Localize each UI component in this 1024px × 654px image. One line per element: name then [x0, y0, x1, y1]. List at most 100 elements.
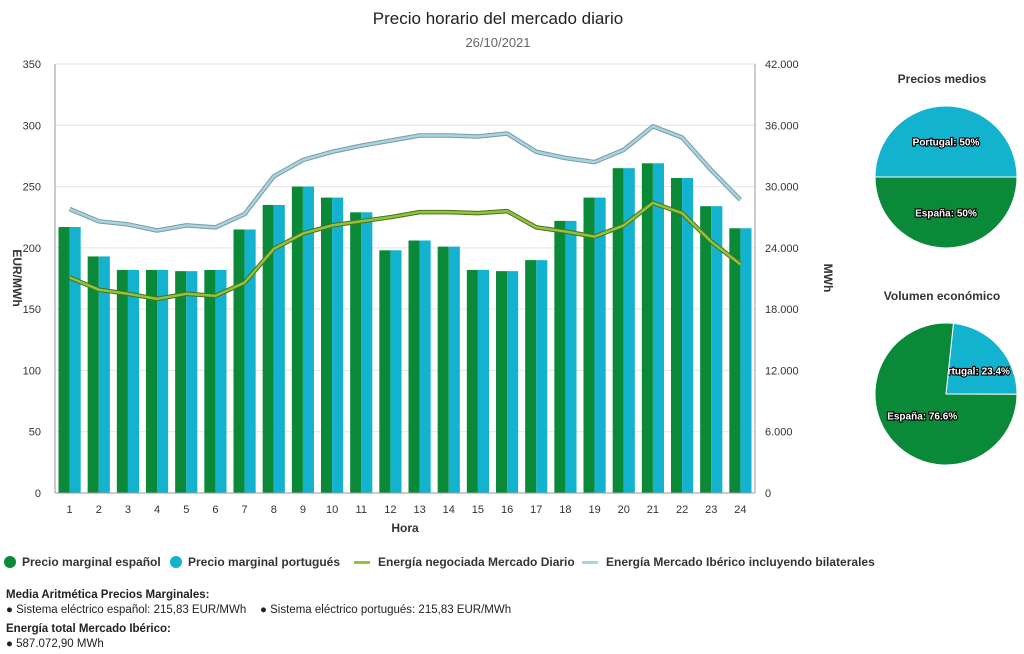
x-tick-label: 7 [242, 504, 248, 516]
chart-subtitle: 26/10/2021 [465, 35, 530, 50]
x-tick-label: 19 [588, 504, 600, 516]
y-tick-label: 50 [29, 427, 41, 439]
x-axis-ticks: 1 2 3 4 5 6 7 8 9 10 11 12 13 14 15 16 17 18 19 20 21 22 23 24 [67, 504, 747, 516]
bar-portugal [98, 256, 110, 493]
x-tick-label: 18 [559, 504, 571, 516]
gridlines [55, 63, 755, 433]
bar-portugal [448, 246, 460, 493]
bar-spain [525, 260, 537, 493]
y-axis-label: EUR/MWh [10, 249, 24, 306]
bar-spain [175, 271, 187, 493]
x-tick-label: 20 [618, 504, 630, 516]
y-tick-label: 150 [23, 304, 41, 316]
x-tick-label: 13 [413, 504, 425, 516]
bar-spain [554, 220, 566, 494]
legend-item-portugal[interactable]: Precio marginal portugués [170, 555, 340, 569]
bar-portugal [623, 168, 635, 493]
right-axis-ticks: 0 6.000 12.000 18.000 24.000 30.000 36.000 42.0… [765, 59, 799, 500]
bar-portugal [361, 212, 373, 493]
bar-spain [612, 168, 624, 493]
series-line-outline [68, 200, 742, 302]
legend-label: Energía negociada Mercado Diario [378, 555, 575, 569]
bar-portugal [536, 260, 548, 493]
pie-chart-precios-medios: Precios medios Portugal: 50% España: 50% [860, 68, 1024, 268]
bar-portugal [740, 228, 752, 493]
chart-title: Precio horario del mercado diario [373, 9, 623, 28]
x-tick-label: 17 [530, 504, 542, 516]
pie-slice [874, 322, 1018, 466]
pie-slice [874, 176, 1018, 249]
x-tick-label: 9 [300, 504, 306, 516]
series-line [69, 201, 742, 301]
x-tick-label: 21 [647, 504, 659, 516]
line-group [68, 124, 743, 302]
legend-item-spain[interactable]: Precio marginal español [4, 555, 161, 569]
bar-portugal [711, 206, 723, 493]
bar-spain [466, 269, 478, 493]
legend-label: Precio marginal portugués [188, 555, 341, 569]
pie-slice [945, 322, 1018, 395]
bar-portugal [332, 197, 344, 494]
pie-label: España: 76.6% [887, 411, 957, 422]
y-tick-label: 300 [23, 120, 41, 132]
x-tick-label: 6 [212, 504, 218, 516]
bar-group [58, 163, 752, 494]
bar-spain [496, 271, 508, 493]
bar-portugal [419, 240, 431, 493]
main-chart: Precio horario del mercado diario 26/10/… [10, 9, 835, 535]
legend-line-icon [582, 560, 598, 564]
bar-spain [641, 163, 653, 494]
x-tick-label: 22 [676, 504, 688, 516]
x-tick-label: 12 [384, 504, 396, 516]
bar-spain [233, 229, 245, 493]
y2-tick-label: 24.000 [765, 243, 799, 255]
legend-line-icon [354, 560, 370, 564]
x-tick-label: 11 [356, 504, 367, 516]
y-tick-label: 350 [23, 59, 41, 71]
bar-spain [204, 269, 216, 493]
legend-label: Precio marginal español [22, 555, 161, 569]
pie-label: Portugal: 50% [913, 138, 980, 149]
bar-portugal [477, 269, 489, 493]
pie-chart-volumen-economico: Volumen económico Portugal: 23.4% España:… [860, 285, 1024, 485]
energia-value: ● 587.072,90 MWh [6, 638, 104, 650]
x-tick-label: 14 [443, 504, 455, 516]
media-title: Media Aritmética Precios Marginales: [6, 589, 210, 601]
x-tick-label: 15 [472, 504, 484, 516]
y-tick-label: 200 [23, 243, 41, 255]
bar-portugal [127, 269, 139, 493]
bar-portugal [390, 250, 402, 493]
bar-spain [262, 204, 274, 493]
bar-spain [116, 269, 128, 493]
bar-portugal [69, 227, 81, 493]
x-tick-label: 1 [67, 504, 73, 516]
bar-spain [87, 256, 99, 493]
bar-spain [671, 177, 683, 493]
x-axis-label: Hora [391, 521, 419, 535]
x-tick-label: 16 [501, 504, 513, 516]
bar-portugal [682, 177, 694, 493]
bar-portugal [244, 229, 256, 493]
x-tick-label: 3 [125, 504, 131, 516]
legend-item-energia-md[interactable]: Energía negociada Mercado Diario [354, 555, 575, 569]
x-tick-label: 4 [154, 504, 160, 516]
y-tick-label: 0 [35, 488, 41, 500]
bar-spain [379, 250, 391, 493]
bar-portugal [652, 163, 664, 494]
y2-axis-label: MWh [821, 264, 835, 293]
bar-spain [583, 197, 595, 494]
x-tick-label: 23 [705, 504, 717, 516]
bar-portugal [215, 269, 227, 493]
x-tick-label: 10 [326, 504, 338, 516]
bar-spain [58, 227, 70, 493]
pie-label: Portugal: 23.4% [935, 366, 1010, 377]
bar-portugal [565, 220, 577, 494]
pie-slice [874, 105, 1018, 178]
y2-tick-label: 0 [765, 488, 771, 500]
pie-title-volumen-economico: Volumen económico [883, 289, 1001, 303]
y2-tick-label: 18.000 [765, 304, 799, 316]
y2-tick-label: 42.000 [765, 59, 799, 71]
bar-portugal [186, 271, 198, 493]
legend-dot-icon [4, 556, 16, 568]
legend-item-energia-mibel[interactable]: Energía Mercado Ibérico incluyendo bilat… [582, 555, 875, 569]
